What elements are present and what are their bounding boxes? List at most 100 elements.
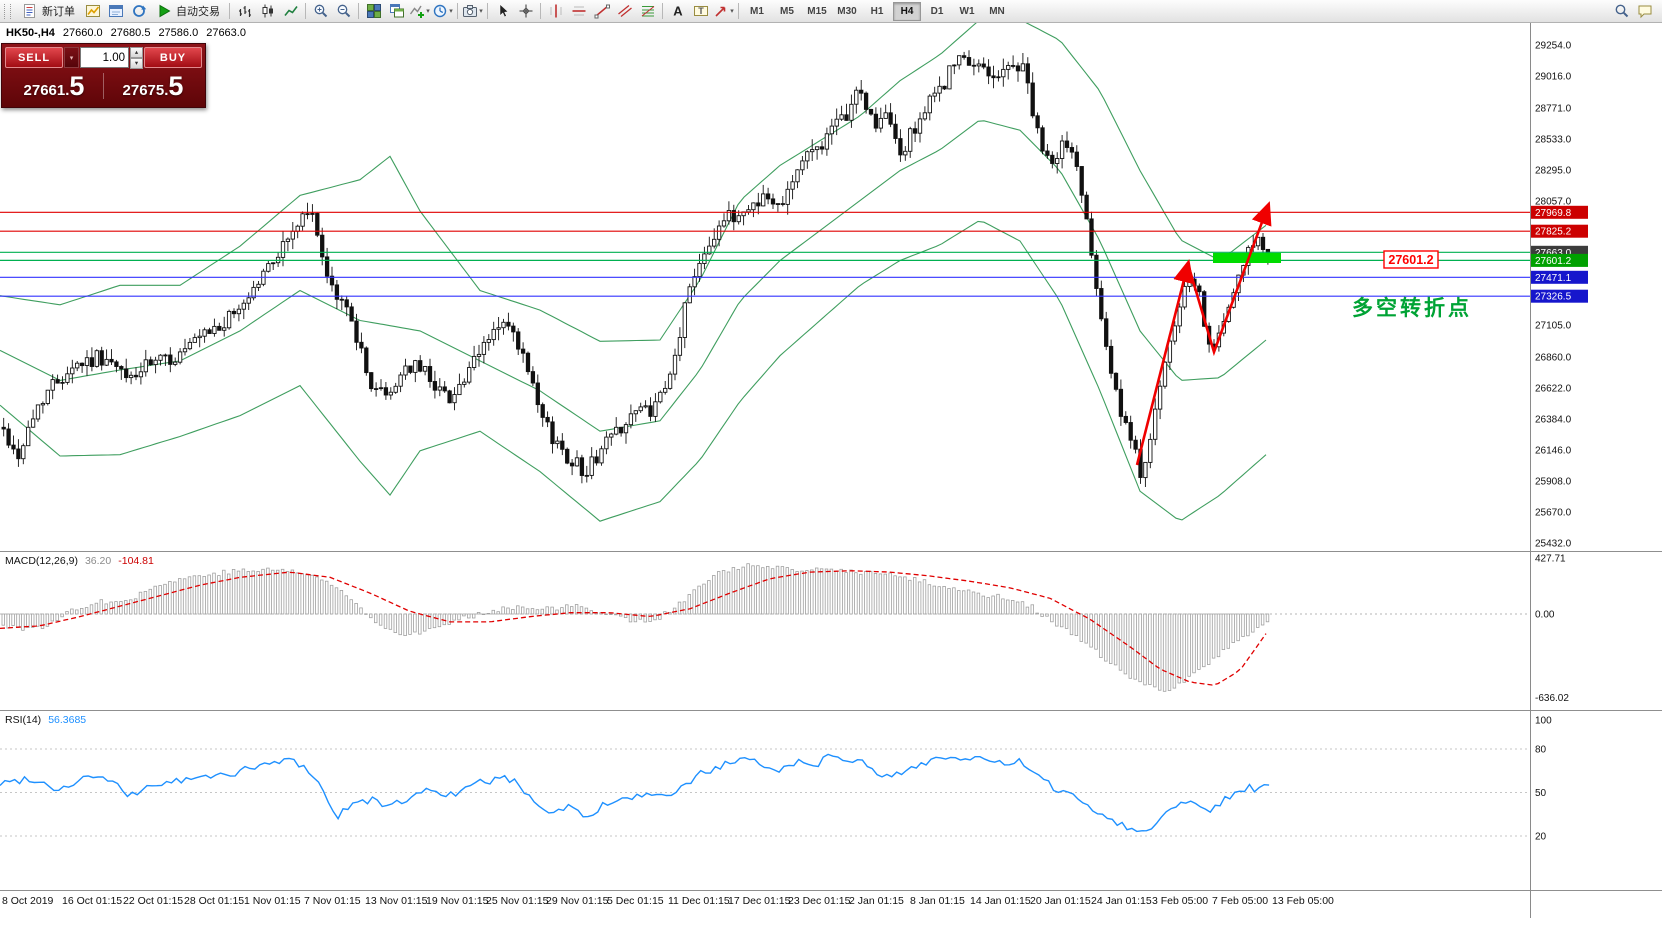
toolbar-separator [662,3,663,19]
buy-button[interactable]: BUY [144,47,202,68]
volume-spinner[interactable]: ▴ ▾ [130,47,143,69]
bar-chart-icon [238,6,251,17]
buy-price: 27675. 5 [122,70,184,101]
tile-windows-icon [366,4,381,18]
dropdown-caret-icon: ▾ [426,8,430,15]
price-chart-canvas[interactable]: 27601.2 多空转折点 29254.0 29016.0 28771.0 28533.0… [0,18,1662,551]
cascade-windows-icon [389,4,404,18]
svg-text:25908.0: 25908.0 [1535,477,1572,488]
time-axis-label: 13 Nov 01:15 [365,895,428,907]
timeframe-w1-button[interactable]: W1 [959,5,975,17]
zoom-out-icon[interactable] [332,2,355,21]
cursor-icon[interactable] [491,2,514,21]
volume-down-button[interactable]: ▾ [130,58,143,69]
new-chart-icon[interactable] [81,2,104,21]
clock-icon [434,4,447,18]
indicators-add-icon[interactable]: ▾ [408,2,431,21]
time-axis-label: 20 Jan 01:15 [1030,895,1091,907]
timeframe-m5-button[interactable]: M5 [780,5,794,17]
rsi-line [0,753,1270,833]
time-axis-label: 13 Feb 05:00 [1272,895,1334,907]
svg-text:50: 50 [1535,788,1547,799]
trend-arrow[interactable] [1186,201,1272,357]
symbol-period-label: HK50-,H4 [6,27,55,39]
toolbar-separator [738,3,739,19]
highlight-zone[interactable] [1213,253,1281,263]
time-axis-label: 24 Jan 01:15 [1091,895,1152,907]
clock-icon[interactable]: ▾ [431,2,454,21]
svg-text:25670.0: 25670.0 [1535,508,1572,519]
autotrading-button[interactable]: 自动交易 [150,2,226,21]
trend-arrow[interactable] [1135,258,1194,466]
cursor-icon [499,3,509,18]
toolbar: 新订单 自动交易 ▾ ▾ ▾ A T ▾ M1 M5 M15 M30 H1 H4 D1 W1 MN [0,0,1662,23]
svg-text:26860.0: 26860.0 [1535,353,1572,364]
crosshair-icon[interactable] [514,2,537,21]
rsi-canvas[interactable]: 100 80 50 20 [0,711,1662,890]
time-axis-label: 8 Jan 01:15 [910,895,965,907]
svg-text:26384.0: 26384.0 [1535,415,1572,426]
timeframe-h1-button[interactable]: H1 [870,5,884,17]
svg-text:0.00: 0.00 [1535,610,1555,621]
trendline-icon[interactable] [590,2,613,21]
toolbar-grip[interactable] [4,3,11,19]
channel-icon[interactable] [613,2,636,21]
comment-icon[interactable] [1633,2,1656,21]
crosshair-icon [519,4,532,18]
text-icon[interactable]: A [666,2,689,21]
new-order-button[interactable]: 新订单 [16,2,81,21]
new-chart-icon [85,5,100,17]
dropdown-caret-icon: ▾ [479,8,483,15]
svg-text:27326.5: 27326.5 [1535,292,1572,303]
trendline-icon [594,4,610,19]
macd-main-value: 36.20 [84,555,112,567]
price-axis[interactable]: 29254.0 29016.0 28771.0 28533.0 28295.0 28057… [1531,41,1588,550]
autotrading-button-label: 自动交易 [176,6,220,18]
rsi-indicator-panel: 100 80 50 20 RSI(14) 56.3685 [0,710,1662,890]
macd-canvas[interactable]: 427.71 0.00 -636.02 [0,552,1662,710]
timeframe-m30-button[interactable]: M30 [837,5,857,17]
time-axis-label: 23 Dec 01:15 [788,895,851,907]
time-axis-label: 22 Oct 01:15 [123,895,184,907]
rsi-name: RSI(14) [5,714,42,726]
camera-icon[interactable]: ▾ [461,2,484,21]
timeframe-m1-button[interactable]: M1 [750,5,764,17]
fibonacci-icon[interactable] [636,2,659,21]
horizontal-line-icon[interactable] [567,2,590,21]
timeframe-h4-button[interactable]: H4 [893,1,921,21]
sell-button[interactable]: SELL [5,47,63,68]
sell-price: 27661. 5 [23,70,85,101]
price-callout-box[interactable] [1383,250,1439,269]
zoom-in-icon[interactable] [309,2,332,21]
svg-text:28771.0: 28771.0 [1535,103,1572,114]
order-options-caret-icon[interactable]: ▾ [64,47,79,68]
search-icon[interactable] [1610,2,1633,21]
volume-up-button[interactable]: ▴ [130,47,143,58]
dropdown-caret-icon: ▾ [449,8,453,15]
time-axis-label: 2 Jan 01:15 [849,895,904,907]
timeframe-m15-button[interactable]: M15 [807,5,827,17]
time-axis[interactable]: 8 Oct 2019 16 Oct 01:15 22 Oct 01:15 28 Oct… [0,890,1662,919]
toolbar-separator [305,3,306,19]
timeframe-mn-button[interactable]: MN [989,5,1005,17]
line-chart-icon[interactable] [279,2,302,21]
macd-indicator-panel: 427.71 0.00 -636.02 MACD(12,26,9) 36.20 -1… [0,551,1662,710]
one-click-trading-widget: SELL ▾ 1.00 ▴ ▾ BUY 27661. 5 27675. 5 [1,43,206,108]
candlestick-chart-icon[interactable] [256,2,279,21]
label-icon[interactable]: T [689,2,712,21]
price-chart-panel: 27601.2 多空转折点 29254.0 29016.0 28771.0 28533.0… [0,18,1662,551]
tile-windows-icon[interactable] [362,2,385,21]
refresh-icon[interactable] [127,2,150,21]
bar-chart-icon[interactable] [233,2,256,21]
cascade-windows-icon[interactable] [385,2,408,21]
svg-text:27601.2: 27601.2 [1535,256,1572,267]
time-axis-label: 1 Nov 01:15 [244,895,301,907]
timeframe-d1-button[interactable]: D1 [930,5,944,17]
profiles-icon[interactable] [104,2,127,21]
candlesticks [1,50,1271,487]
svg-text:28533.0: 28533.0 [1535,135,1572,146]
arrows-icon [715,6,726,17]
volume-input[interactable]: 1.00 [80,47,129,68]
vertical-line-icon[interactable] [544,2,567,21]
arrows-icon[interactable]: ▾ [712,2,735,21]
